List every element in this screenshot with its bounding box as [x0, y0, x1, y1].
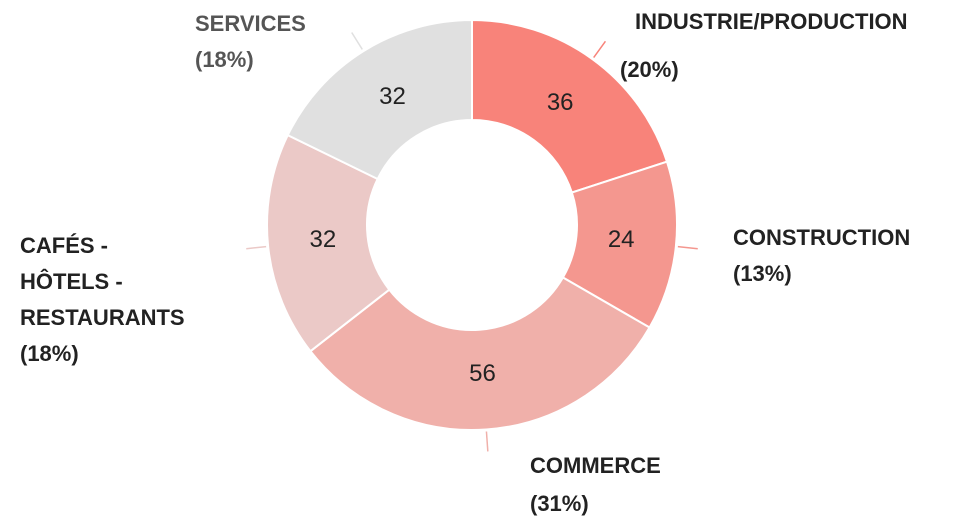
- value-label: 24: [608, 226, 635, 253]
- category-label: SERVICES: [195, 11, 306, 36]
- leader-line: [485, 431, 489, 452]
- leader-line: [593, 40, 607, 58]
- category-label: COMMERCE: [530, 453, 661, 478]
- value-label: 36: [547, 89, 574, 116]
- category-label: INDUSTRIE/PRODUCTION: [635, 9, 908, 34]
- percent-label: (18%): [20, 341, 79, 366]
- leader-line: [246, 245, 267, 250]
- slice: [309, 276, 651, 431]
- percent-label: (18%): [195, 47, 254, 72]
- percent-label: (20%): [620, 57, 679, 82]
- value-label: 32: [379, 83, 406, 110]
- slice: [286, 18, 473, 181]
- leader-line: [677, 245, 698, 250]
- percent-label: (13%): [733, 261, 792, 286]
- leader-line: [351, 32, 363, 50]
- value-label: 32: [309, 226, 336, 253]
- percent-label: (31%): [530, 491, 589, 516]
- value-label: 56: [469, 360, 496, 387]
- slice: [471, 18, 669, 194]
- category-label: CAFÉS - HÔTELS - RESTAURANTS: [20, 233, 185, 330]
- slice: [266, 133, 391, 353]
- category-label: CONSTRUCTION: [733, 225, 911, 250]
